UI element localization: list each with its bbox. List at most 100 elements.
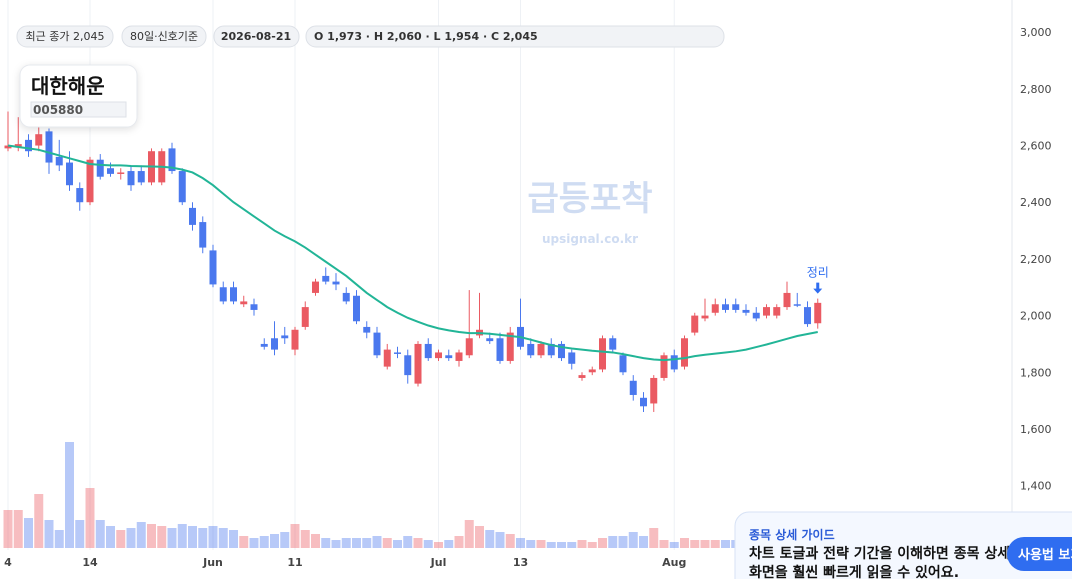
candle-body (660, 355, 668, 378)
volume-bar (54, 530, 64, 548)
candle-body (189, 207, 196, 225)
volume-bar (639, 536, 648, 548)
candle-body (650, 377, 658, 404)
volume-bar (721, 540, 730, 548)
candle-body (383, 349, 391, 367)
volume-bar (495, 532, 505, 548)
candle-body (763, 307, 770, 316)
candle-body (45, 131, 53, 163)
candle-body (301, 307, 309, 327)
candle-body (670, 355, 678, 370)
candle-body (537, 343, 545, 356)
y-tick-label: 2,000 (1020, 310, 1052, 323)
volume-bar (659, 540, 669, 548)
y-tick-label: 1,400 (1020, 480, 1052, 493)
x-tick-label: 14 (82, 556, 98, 569)
candle-body (404, 355, 412, 376)
candle-body (96, 159, 104, 177)
candle-body (137, 171, 145, 183)
candle-body (394, 352, 401, 354)
volume-bar (669, 542, 679, 548)
volume-bar (188, 526, 197, 548)
candle-body (219, 287, 227, 302)
candle-body (86, 159, 94, 203)
candle-body (209, 250, 217, 285)
candle-body (178, 171, 186, 203)
candle-body (558, 343, 565, 359)
candle-body (291, 329, 299, 350)
volume-bar (454, 536, 464, 548)
badge (121, 25, 207, 48)
candle-body (496, 338, 504, 361)
candle-body (230, 287, 237, 302)
candle-body (609, 338, 617, 350)
volume-bar (557, 542, 566, 548)
candle-body (55, 156, 63, 166)
y-tick-label: 2,800 (1020, 83, 1052, 96)
badge (16, 25, 114, 48)
annotation-arrow (813, 282, 823, 294)
candle-body (435, 352, 442, 359)
candle-body (76, 188, 84, 203)
candle-body (722, 304, 729, 310)
volume-bar (464, 520, 474, 548)
guide-button-text[interactable]: 사용법 보기 (1018, 547, 1072, 563)
volume-bar (218, 528, 228, 548)
guide-button[interactable] (1007, 537, 1072, 571)
volume-bar (34, 494, 44, 548)
volume-bar (546, 542, 556, 548)
candle-body (14, 144, 22, 147)
guide-card: 종목 상세 가이드 차트 토글과 전략 기간을 이해하면 종목 상세 화면을 훨… (734, 511, 1072, 583)
y-tick-label: 2,400 (1020, 196, 1052, 209)
volume-bar (598, 538, 607, 548)
volume-bar (95, 520, 105, 548)
volume-bar (116, 530, 126, 548)
candle-body (465, 338, 473, 356)
volume-bar (618, 536, 628, 548)
candle-body (619, 355, 627, 373)
volume-bar (628, 532, 638, 548)
candle-body (353, 295, 360, 322)
volume-bar (649, 528, 659, 548)
candle-body (773, 307, 781, 316)
candle-body (312, 281, 319, 293)
volume-bar (690, 540, 700, 548)
y-tick-label: 1,600 (1020, 423, 1052, 436)
candle-body (250, 304, 258, 310)
volume-bar (75, 520, 85, 548)
candle-body (629, 380, 637, 395)
candle-body (486, 338, 494, 342)
volume-bar (331, 540, 341, 548)
volume-bar (167, 528, 177, 548)
volume-bar (24, 518, 33, 548)
candle-body (35, 134, 43, 146)
candle-body (363, 326, 371, 333)
volume-bar (126, 528, 136, 548)
y-tick-label: 3,000 (1020, 26, 1052, 39)
volume-bar (536, 540, 546, 548)
candle-body (732, 304, 740, 310)
volume-bar (239, 536, 249, 548)
candle-body (445, 355, 453, 359)
badge-text: 2026-08-21 (221, 30, 291, 43)
x-tick-label: 11 (287, 556, 302, 569)
x-tick-label: Aug (662, 556, 686, 569)
volume-bar (352, 538, 361, 548)
volume-bar (393, 540, 402, 548)
badge (305, 25, 725, 48)
candle-body (455, 352, 463, 361)
candle-body (752, 312, 760, 319)
volume-bar (505, 534, 515, 548)
candle-body (599, 338, 606, 370)
candle-body (271, 338, 278, 350)
candle-body (568, 352, 576, 364)
candle-body (711, 304, 719, 313)
volume-bar (249, 538, 259, 548)
watermark-url: upsignal.co.kr (542, 232, 638, 246)
volume-bar (567, 542, 577, 548)
volume-bar (526, 540, 536, 548)
x-tick-label: 4 (4, 556, 12, 569)
volume-bar (680, 538, 689, 548)
